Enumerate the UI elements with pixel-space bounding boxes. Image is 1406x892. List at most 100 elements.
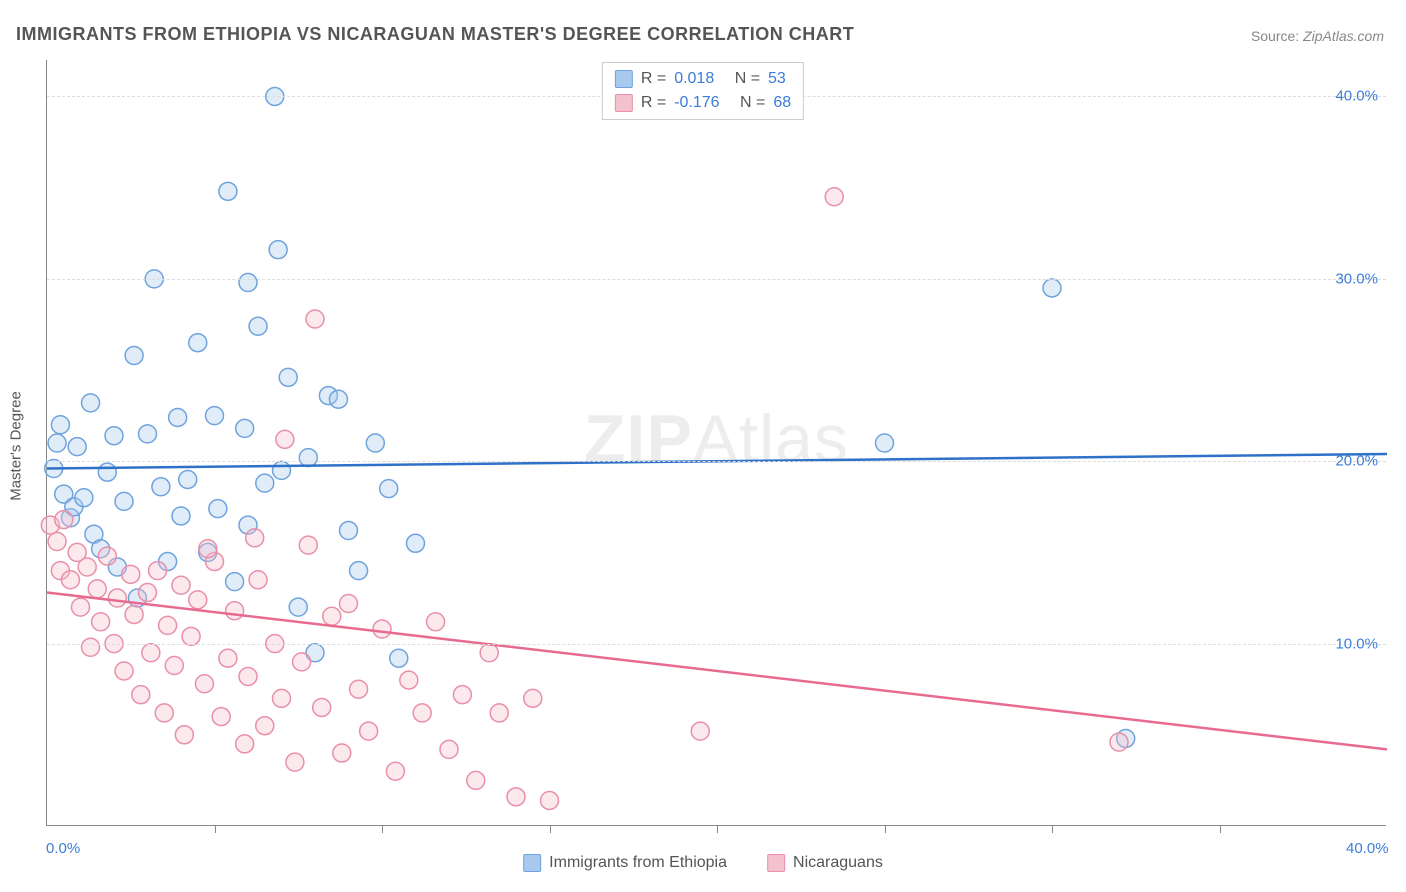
data-point <box>360 722 378 740</box>
data-point <box>68 438 86 456</box>
stats-row-series-2: R = -0.176 N = 68 <box>615 91 791 115</box>
legend-swatch-2 <box>767 854 785 872</box>
plot-area: ZIPAtlas 10.0%20.0%30.0%40.0% <box>46 60 1386 826</box>
data-point <box>329 390 347 408</box>
data-point <box>249 571 267 589</box>
data-point <box>413 704 431 722</box>
xtick-label: 0.0% <box>46 840 80 857</box>
data-point <box>226 602 244 620</box>
data-point <box>206 407 224 425</box>
n-value-1: 53 <box>768 67 786 91</box>
data-point <box>115 662 133 680</box>
xtick <box>1052 825 1053 833</box>
data-point <box>209 500 227 518</box>
data-point <box>289 598 307 616</box>
swatch-series-1 <box>615 70 633 88</box>
data-point <box>122 565 140 583</box>
data-point <box>299 536 317 554</box>
data-point <box>159 616 177 634</box>
data-point <box>125 346 143 364</box>
data-point <box>88 580 106 598</box>
data-point <box>219 649 237 667</box>
xtick <box>1220 825 1221 833</box>
data-point <box>333 744 351 762</box>
data-point <box>236 735 254 753</box>
data-point <box>340 594 358 612</box>
data-point <box>299 449 317 467</box>
data-point <box>175 726 193 744</box>
y-axis-label: Master's Degree <box>8 391 25 501</box>
data-point <box>313 698 331 716</box>
data-point <box>407 534 425 552</box>
data-point <box>169 408 187 426</box>
data-point <box>876 434 894 452</box>
xtick <box>215 825 216 833</box>
gridline-h <box>47 461 1386 462</box>
gridline-h <box>47 279 1386 280</box>
data-point <box>373 620 391 638</box>
data-point <box>427 613 445 631</box>
data-point <box>269 241 287 259</box>
data-point <box>72 598 90 616</box>
data-point <box>165 657 183 675</box>
data-point <box>453 686 471 704</box>
data-point <box>179 470 197 488</box>
data-point <box>380 480 398 498</box>
data-point <box>92 613 110 631</box>
data-point <box>98 547 116 565</box>
data-point <box>246 529 264 547</box>
chart-container: IMMIGRANTS FROM ETHIOPIA VS NICARAGUAN M… <box>0 0 1406 892</box>
data-point <box>276 430 294 448</box>
data-point <box>82 638 100 656</box>
data-point <box>306 310 324 328</box>
data-point <box>75 489 93 507</box>
gridline-h <box>47 644 1386 645</box>
xtick <box>382 825 383 833</box>
legend-item-1: Immigrants from Ethiopia <box>523 854 727 872</box>
data-point <box>61 571 79 589</box>
data-point <box>256 717 274 735</box>
data-point <box>323 607 341 625</box>
data-point <box>55 511 73 529</box>
data-point <box>142 644 160 662</box>
data-point <box>48 434 66 452</box>
r-value-2: -0.176 <box>674 91 719 115</box>
data-point <box>1110 733 1128 751</box>
stats-legend: R = 0.018 N = 53 R = -0.176 N = 68 <box>602 62 804 120</box>
data-point <box>189 334 207 352</box>
data-point <box>48 532 66 550</box>
data-point <box>152 478 170 496</box>
data-point <box>340 522 358 540</box>
bottom-legend: Immigrants from Ethiopia Nicaraguans <box>523 854 883 872</box>
data-point <box>249 317 267 335</box>
data-point <box>82 394 100 412</box>
ytick-label: 30.0% <box>1335 270 1378 287</box>
data-point <box>480 644 498 662</box>
r-label-1: R = <box>641 67 666 91</box>
legend-label-1: Immigrants from Ethiopia <box>549 854 727 872</box>
data-point <box>239 667 257 685</box>
data-point <box>541 791 559 809</box>
data-point <box>490 704 508 722</box>
xtick-label: 40.0% <box>1346 840 1389 857</box>
data-point <box>390 649 408 667</box>
n-label-1: N = <box>735 67 760 91</box>
data-point <box>256 474 274 492</box>
data-point <box>350 562 368 580</box>
data-point <box>78 558 96 576</box>
legend-item-2: Nicaraguans <box>767 854 883 872</box>
data-point <box>182 627 200 645</box>
r-value-1: 0.018 <box>674 67 714 91</box>
data-point <box>236 419 254 437</box>
data-point <box>507 788 525 806</box>
data-point <box>125 605 143 623</box>
chart-title: IMMIGRANTS FROM ETHIOPIA VS NICARAGUAN M… <box>16 24 854 45</box>
data-point <box>440 740 458 758</box>
data-point <box>524 689 542 707</box>
source-attribution: Source: ZipAtlas.com <box>1251 28 1384 44</box>
n-label-2: N = <box>740 91 765 115</box>
stats-row-series-1: R = 0.018 N = 53 <box>615 67 791 91</box>
data-point <box>139 425 157 443</box>
n-value-2: 68 <box>773 91 791 115</box>
data-point <box>149 562 167 580</box>
